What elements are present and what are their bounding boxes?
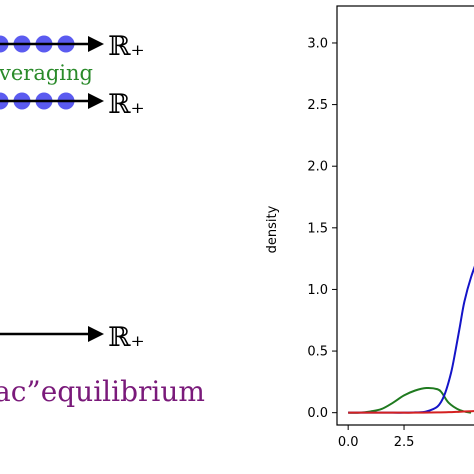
y-tick-label: 3.0 <box>307 36 328 51</box>
x-tick-label: 2.5 <box>394 435 415 450</box>
series-line-3 <box>348 410 474 414</box>
top-arrow-label: ℝ₊ <box>108 31 145 62</box>
x-tick-label: 0.0 <box>338 435 359 450</box>
series-group <box>348 265 474 414</box>
y-tick-label: 0.0 <box>307 406 328 421</box>
density-chart: 0.0 0.5 1.0 1.5 2.0 2.5 3.0 0.0 2.5 density <box>265 5 474 450</box>
equilibrium-text: ac”equilibrium <box>0 375 205 408</box>
y-tick-label: 1.0 <box>307 283 328 298</box>
y-tick-label: 2.0 <box>307 160 328 175</box>
averaging-text: veraging <box>0 61 93 85</box>
y-tick-label: 1.5 <box>307 221 328 236</box>
plot-frame <box>336 5 474 426</box>
series-line-1 <box>348 386 472 414</box>
top-arrow-head <box>88 36 104 52</box>
x-axis-ticks: 0.0 2.5 <box>338 425 415 450</box>
middle-arrow-label: ℝ₊ <box>108 89 145 120</box>
y-tick-label: 2.5 <box>307 98 328 113</box>
series-line-2 <box>348 265 474 414</box>
middle-arrow-head <box>88 93 104 109</box>
y-axis-title: density <box>265 205 280 253</box>
diagram-panel: ℝ₊ veraging ℝ₊ ℝ₊ ac”equilibrium <box>0 31 205 408</box>
y-axis-ticks: 0.0 0.5 1.0 1.5 2.0 2.5 3.0 <box>307 36 337 421</box>
y-tick-label: 0.5 <box>307 345 328 360</box>
bottom-arrow-head <box>88 326 104 342</box>
bottom-arrow-label: ℝ₊ <box>108 322 145 353</box>
